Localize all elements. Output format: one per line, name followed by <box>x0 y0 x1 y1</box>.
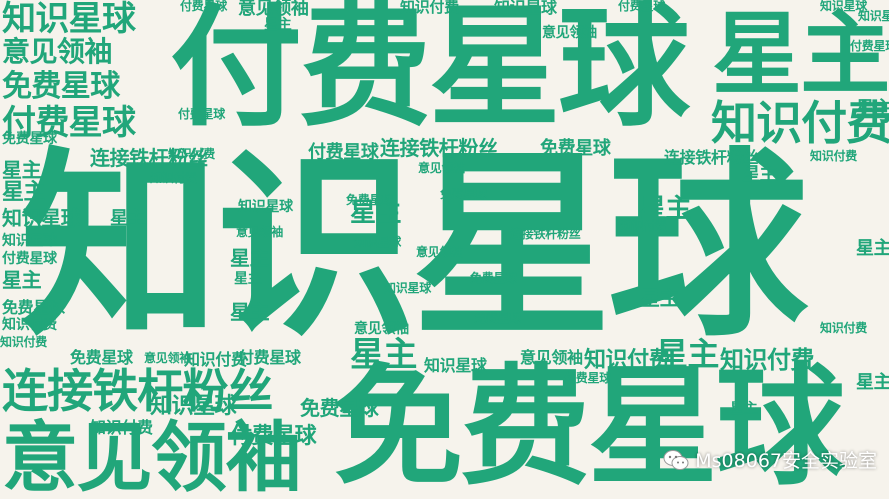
cloud-word: 星主 <box>712 2 889 107</box>
cloud-word: 星主 <box>856 98 889 119</box>
cloud-word: 意见领袖 <box>416 245 464 259</box>
cloud-word: 免费星球 <box>70 348 133 367</box>
cloud-word: 意见领袖 <box>520 348 583 367</box>
cloud-word: 知识付费 <box>400 0 459 16</box>
cloud-word: 意见领袖 <box>144 351 192 365</box>
cloud-word: 知识付费 <box>720 346 815 374</box>
cloud-word: 付费星球 <box>2 103 136 143</box>
cloud-word: 星主 <box>730 401 758 417</box>
cloud-word: 星主 <box>350 335 417 375</box>
cloud-word: 付费星球 <box>230 424 317 449</box>
cloud-word: 付费星球 <box>2 251 57 267</box>
cloud-word: 知识付费 <box>90 418 153 437</box>
cloud-word: 知识星球 <box>20 131 808 364</box>
cloud-word: 意见领袖 <box>238 0 309 19</box>
cloud-word: 星主 <box>856 372 889 393</box>
cloud-word: 付费星球 <box>238 348 301 367</box>
cloud-word: 付费星球 <box>170 0 690 145</box>
cloud-word: 知识星球 <box>820 0 868 13</box>
cloud-word: 意见领袖 <box>542 25 597 41</box>
cloud-word: 知识付费 <box>620 219 668 233</box>
cloud-word: 星主 <box>230 300 270 324</box>
cloud-word: 星主 <box>2 158 42 182</box>
cloud-word: 付费星球 <box>618 0 666 13</box>
cloud-word: 知识付费 <box>150 171 198 185</box>
cloud-word: 连接铁杆粉丝 <box>380 136 498 160</box>
cloud-word: 知识星球 <box>858 9 889 23</box>
cloud-word: 付费星球 <box>564 371 612 385</box>
cloud-word: 免费星球 <box>2 69 120 104</box>
cloud-word: 星主 <box>640 194 691 224</box>
cloud-word: 知识星球 <box>150 394 237 419</box>
cloud-word: 星主 <box>856 238 889 259</box>
cloud-word: 知识付费 <box>810 149 858 163</box>
cloud-word: 知识星球 <box>2 0 136 39</box>
cloud-word: 星主 <box>2 268 42 292</box>
watermark: Ms08067安全实验室 <box>663 446 877 473</box>
cloud-word: 星主 <box>656 335 719 373</box>
cloud-word: 意见领袖 <box>2 413 301 499</box>
cloud-word: 连接铁杆粉丝 <box>90 146 208 170</box>
cloud-word: 星主 <box>110 208 146 229</box>
cloud-word: 知识付费 <box>0 335 48 349</box>
cloud-word: 知识付费 <box>820 321 868 335</box>
cloud-word: 免费星球 <box>470 271 518 285</box>
cloud-word: 知识星球 <box>2 233 57 249</box>
cloud-word: 连接铁杆粉丝 <box>664 148 759 167</box>
cloud-word: 免费星球 <box>2 298 65 317</box>
cloud-word: 知识付费 <box>184 350 247 369</box>
cloud-word: 星主 <box>640 286 680 310</box>
cloud-word: 付费星球 <box>850 39 889 53</box>
cloud-word: 知识星球 <box>354 235 402 249</box>
cloud-word: 星主 <box>230 246 270 270</box>
cloud-word: 星主 <box>2 180 46 205</box>
cloud-word: 星主 <box>742 164 778 185</box>
cloud-word: 免费星球 <box>333 351 845 499</box>
cloud-word: 知识星球 <box>494 0 557 17</box>
cloud-word: 连接铁杆粉丝 <box>510 227 581 241</box>
cloud-word: 免费星球 <box>300 396 379 420</box>
cloud-word: 连接铁杆粉丝 <box>2 364 273 418</box>
watermark-text: Ms08067安全实验室 <box>695 450 877 472</box>
cloud-word: 知识星球 <box>2 206 81 230</box>
cloud-word: 免费星球 <box>2 131 57 147</box>
cloud-word: 免费星球 <box>346 193 394 207</box>
cloud-word: 意见领袖 <box>418 161 466 175</box>
cloud-word: 付费星球 <box>308 142 379 163</box>
cloud-word: 星主 <box>264 17 292 33</box>
cloud-word: 免费星球 <box>540 138 611 159</box>
cloud-word: 知识付费 <box>584 348 671 373</box>
cloud-word: 付费星球 <box>178 107 226 121</box>
cloud-word: 星主 <box>350 198 401 228</box>
cloud-word: 意见领袖 <box>2 35 112 68</box>
cloud-word: 知识付费 <box>2 317 57 333</box>
cloud-word: 意见领袖 <box>354 321 409 337</box>
cloud-word: 知识星球 <box>424 356 487 375</box>
wechat-icon <box>663 449 689 470</box>
cloud-word: 知识星球 <box>384 281 432 295</box>
cloud-word: 免费星球 <box>474 311 522 325</box>
cloud-word: 知识星球 <box>238 199 293 215</box>
cloud-word: 付费星球 <box>180 0 228 13</box>
cloud-word: 知识付费 <box>711 96 889 150</box>
cloud-word: 星主 <box>234 271 262 287</box>
cloud-word: 免费星球 <box>440 187 488 201</box>
cloud-word: 知识付费 <box>168 147 216 161</box>
cloud-word: 意见领袖 <box>236 225 284 239</box>
